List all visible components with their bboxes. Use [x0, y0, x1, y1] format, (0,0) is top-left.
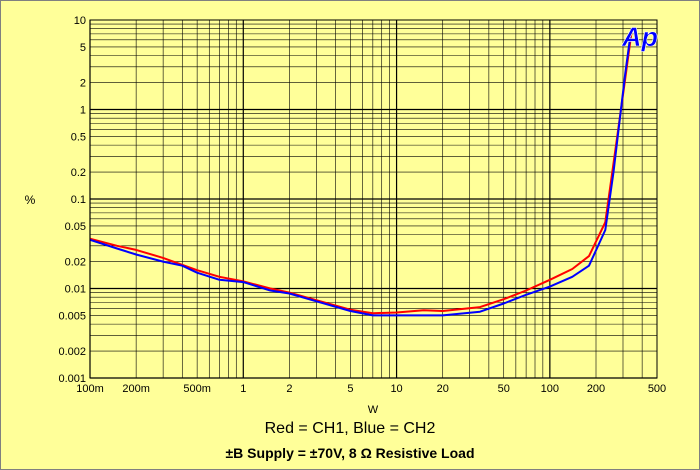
y-tick-label: 0.01 [65, 284, 86, 296]
y-tick-label: 0.2 [71, 167, 86, 179]
x-tick-labels: 100m 200m 500m 1 2 5 10 20 50 100 200 500 [76, 383, 666, 395]
x-tick-label: 2 [286, 383, 292, 395]
y-tick-label: 0.005 [58, 310, 86, 322]
grid-lines [89, 20, 658, 379]
x-tick-label: 50 [498, 383, 510, 395]
y-tick-label: 0.1 [71, 194, 86, 206]
y-tick-labels: 10 5 2 1 0.5 0.2 0.1 0.05 0.02 0.01 0.005 0.002 0.00… [58, 15, 86, 385]
y-tick-label: 0.05 [65, 221, 86, 233]
x-tick-label: 100 [541, 383, 559, 395]
series-line-1 [89, 33, 633, 315]
y-tick-label: 0.5 [71, 131, 86, 143]
y-tick-label: 0.002 [58, 346, 86, 358]
x-tick-label: 1 [240, 383, 246, 395]
series-layer [89, 28, 633, 317]
test-conditions-caption: ±B Supply = ±70V, 8 Ω Resistive Load [225, 445, 475, 461]
y-tick-label: 2 [80, 78, 86, 90]
x-tick-label: 500m [183, 383, 211, 395]
y-tick-label: 0.001 [58, 373, 86, 385]
ap-logo: Ap [621, 22, 658, 52]
y-tick-label: 1 [80, 105, 86, 117]
x-tick-label: 100m [76, 383, 104, 395]
x-tick-label: 20 [437, 383, 449, 395]
plot-border [89, 19, 658, 379]
y-tick-label: 10 [74, 15, 86, 27]
y-tick-label: 5 [80, 42, 86, 54]
y-axis-label: % [25, 193, 36, 207]
x-axis-label: W [368, 404, 379, 416]
x-tick-label: 200m [122, 383, 150, 395]
x-tick-label: 200 [587, 383, 605, 395]
channel-legend-caption: Red = CH1, Blue = CH2 [264, 420, 436, 437]
series-line-2 [89, 28, 633, 317]
x-tick-label: 10 [390, 383, 402, 395]
x-tick-label: 500 [648, 383, 666, 395]
x-tick-label: 5 [347, 383, 353, 395]
y-tick-label: 0.02 [65, 257, 86, 269]
